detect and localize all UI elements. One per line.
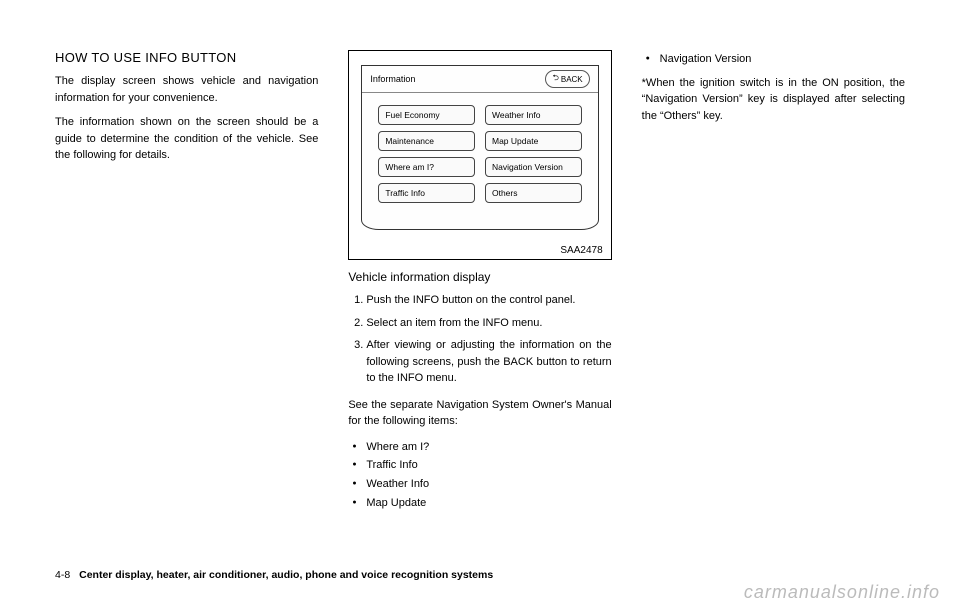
bullet-item: Map Update [352,494,611,513]
paragraph: See the separate Navigation System Owner… [348,397,611,430]
paragraph: The display screen shows vehicle and nav… [55,73,318,106]
bullet-item: Traffic Info [352,456,611,475]
paragraph: The information shown on the screen shou… [55,114,318,164]
figure-label: SAA2478 [560,245,602,256]
back-arrow-icon: ⮌ [552,72,558,86]
bullet-list: Navigation Version [642,50,905,69]
screen-title: Information [370,74,415,84]
bullet-item: Weather Info [352,475,611,494]
column-1: HOW TO USE INFO BUTTON The display scree… [55,50,318,530]
subsection-heading: Vehicle information display [348,270,611,284]
bullet-list: Where am I? Traffic Info Weather Info Ma… [348,438,611,513]
menu-navigation-version: Navigation Version [485,157,582,177]
column-3: Navigation Version *When the ignition sw… [642,50,905,530]
page-footer: 4-8 Center display, heater, air conditio… [55,569,493,581]
menu-others: Others [485,183,582,203]
menu-where-am-i: Where am I? [378,157,475,177]
menu-traffic-info: Traffic Info [378,183,475,203]
screen-header: Information ⮌ BACK [362,66,597,93]
menu-fuel-economy: Fuel Economy [378,105,475,125]
content-columns: HOW TO USE INFO BUTTON The display scree… [55,50,905,530]
info-screen: Information ⮌ BACK Fuel Economy Weather … [361,65,598,230]
bullet-item: Where am I? [352,438,611,457]
menu-weather-info: Weather Info [485,105,582,125]
bullet-item: Navigation Version [646,50,905,69]
steps-list: Push the INFO button on the control pane… [348,292,611,387]
step-item: After viewing or adjusting the informati… [366,337,611,387]
section-heading: HOW TO USE INFO BUTTON [55,50,318,65]
back-label: BACK [561,75,583,84]
step-item: Push the INFO button on the control pane… [366,292,611,309]
paragraph: *When the ignition switch is in the ON p… [642,75,905,125]
step-item: Select an item from the INFO menu. [366,315,611,332]
footer-text: Center display, heater, air conditioner,… [79,569,493,581]
menu-grid: Fuel Economy Weather Info Maintenance Ma… [362,93,597,215]
back-button: ⮌ BACK [545,70,589,88]
figure-box: Information ⮌ BACK Fuel Economy Weather … [348,50,611,260]
menu-maintenance: Maintenance [378,131,475,151]
column-2: Information ⮌ BACK Fuel Economy Weather … [348,50,611,530]
menu-map-update: Map Update [485,131,582,151]
watermark: carmanualsonline.info [744,582,940,603]
page-number: 4-8 [55,569,70,581]
